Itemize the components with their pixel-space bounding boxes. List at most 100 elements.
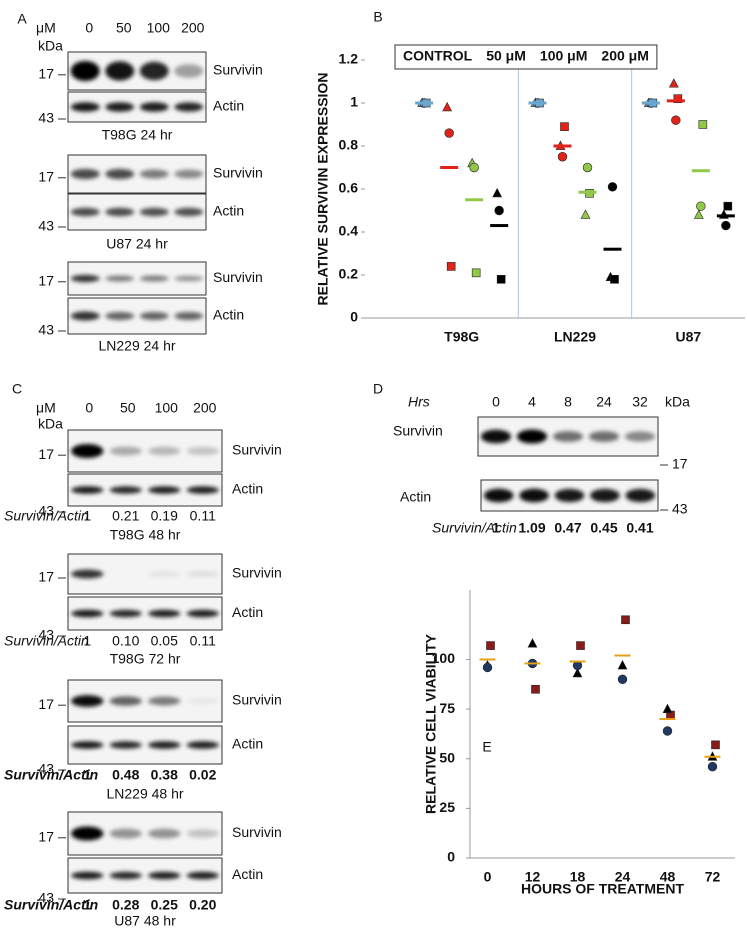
blot-band — [109, 828, 142, 839]
dose-label: 100 — [147, 20, 171, 36]
kda-marker: 17 — [38, 696, 54, 712]
blot-band — [71, 826, 104, 841]
mean-bar — [614, 654, 631, 657]
x-tick-label: 48 — [660, 869, 676, 885]
blot-caption: LN229 24 hr — [98, 338, 175, 354]
legend-box — [394, 44, 658, 70]
ratio-value: 0.41 — [626, 520, 653, 536]
mean-bar — [659, 718, 676, 721]
panel-label: E — [482, 739, 491, 755]
mean-bar — [524, 662, 541, 665]
kda-marker: 43 — [672, 501, 688, 517]
blot-band — [71, 871, 104, 880]
point — [582, 162, 593, 173]
point — [607, 182, 618, 192]
dose-label: 0 — [85, 20, 93, 36]
kda-marker: 17 — [38, 66, 54, 82]
dose-label: 50 — [120, 400, 136, 416]
blot-band — [105, 207, 135, 217]
y-tick-label: 0.4 — [339, 223, 359, 239]
kda-label: kDa — [665, 394, 690, 410]
point — [621, 615, 630, 625]
blot-band — [186, 486, 219, 494]
point — [482, 662, 493, 673]
point — [492, 187, 503, 198]
blot-band — [148, 871, 181, 880]
blot-band — [186, 697, 219, 705]
ratio-value: 1 — [83, 508, 91, 524]
mean-bar — [465, 198, 484, 202]
y-tick-label: 50 — [439, 749, 455, 765]
kda-marker: 17 — [38, 273, 54, 289]
blot-band — [552, 431, 584, 442]
y-tick-label: 0.8 — [339, 137, 359, 153]
mean-bar — [641, 101, 660, 105]
blot-band — [70, 102, 100, 112]
x-tick-label: T98G — [444, 329, 479, 345]
panel-label: B — [373, 9, 382, 25]
band-name: Actin — [232, 866, 263, 882]
blot-band — [70, 311, 100, 321]
band-name: Survivin — [213, 62, 263, 78]
mean-bar — [716, 214, 735, 218]
blot-band — [148, 609, 181, 618]
ratio-label: Survivin/Actin — [4, 897, 98, 913]
blot-band — [70, 274, 100, 283]
band-name: Actin — [400, 489, 431, 505]
ratio-value: 0.48 — [112, 767, 139, 783]
panel-label: A — [17, 11, 27, 27]
legend-entry: CONTROL — [403, 48, 473, 64]
blot-band — [139, 207, 169, 217]
point — [471, 268, 481, 278]
ratio-value: 1 — [492, 520, 500, 536]
y-tick-label: 25 — [439, 799, 455, 815]
mean-bar — [578, 190, 597, 194]
blot-band — [71, 569, 104, 579]
blot-band — [148, 828, 181, 839]
time-label: 8 — [564, 394, 572, 410]
ratio-label: Survivin/Actin — [4, 767, 98, 783]
kda-marker: 17 — [38, 829, 54, 845]
blot-band — [139, 275, 169, 282]
y-axis-label: RELATIVE CELL VIABILITY — [423, 633, 439, 814]
y-tick-label: 0 — [447, 849, 455, 865]
blot-band — [148, 741, 181, 749]
x-tick-label: U87 — [675, 329, 701, 345]
x-tick-label: 18 — [570, 869, 586, 885]
point — [486, 641, 495, 650]
ratio-value: 0.10 — [112, 633, 139, 649]
band-name: Actin — [232, 736, 263, 752]
ratio-value: 0.21 — [112, 508, 139, 524]
ratio-value: 0.19 — [151, 508, 178, 524]
point — [698, 120, 708, 129]
blot-band — [148, 696, 181, 706]
ratio-value: 0.20 — [189, 897, 216, 913]
kda-marker: 43 — [38, 890, 54, 906]
point — [696, 201, 706, 211]
blot-caption: T98G 72 hr — [110, 651, 181, 667]
blot-band — [554, 488, 585, 503]
blot-band — [109, 696, 142, 706]
mean-bar — [603, 247, 622, 251]
y-tick-label: 1.2 — [339, 51, 359, 67]
time-label: 32 — [632, 394, 648, 410]
point — [557, 152, 568, 162]
blot-band — [148, 446, 181, 456]
ratio-value: 0.45 — [590, 520, 617, 536]
kda-marker: 17 — [38, 169, 54, 185]
ratio-value: 0.25 — [151, 897, 178, 913]
dose-label: 200 — [193, 400, 217, 416]
time-unit: Hrs — [408, 394, 430, 410]
y-tick-label: 0.6 — [339, 180, 359, 196]
kda-marker: 43 — [38, 322, 54, 338]
blot-caption: LN229 48 hr — [106, 786, 183, 802]
dose-label: 0 — [85, 400, 93, 416]
blot-band — [186, 571, 219, 577]
blot-caption: T98G 24 hr — [102, 127, 173, 143]
dose-label: 100 — [155, 400, 179, 416]
blot-band — [148, 486, 181, 494]
mean-bar — [479, 658, 496, 661]
x-tick-label: 72 — [705, 869, 721, 885]
blot-caption: T98G 48 hr — [110, 527, 181, 543]
kda-marker: 43 — [38, 503, 54, 519]
